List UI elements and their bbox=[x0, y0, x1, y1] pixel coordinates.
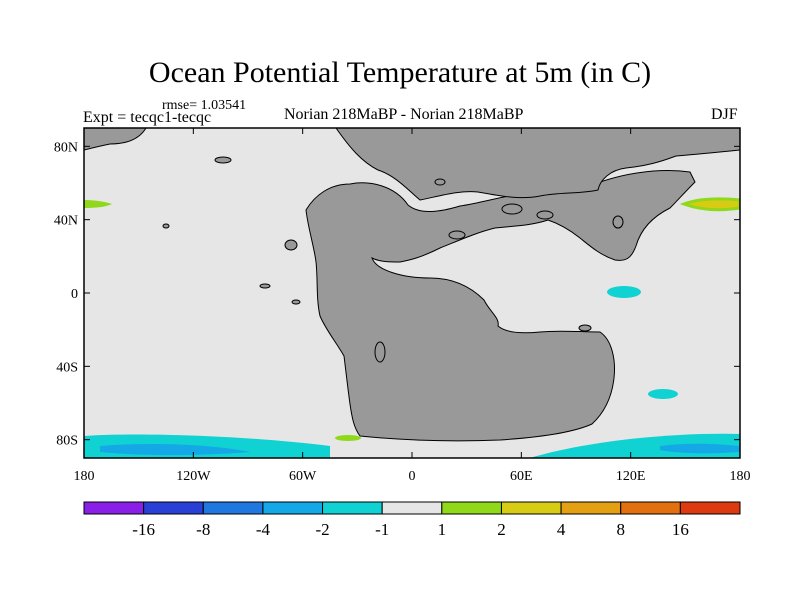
colorbar-swatch bbox=[620, 501, 681, 515]
lon-tick-label: 120E bbox=[616, 469, 646, 484]
colorbar-label: 4 bbox=[557, 520, 566, 539]
colorbar-swatch bbox=[143, 501, 204, 515]
season-label: DJF bbox=[711, 106, 738, 123]
lat-tick-label: 80S bbox=[56, 434, 78, 449]
island bbox=[374, 341, 386, 363]
lat-tick-label: 40N bbox=[54, 214, 78, 229]
colorbar-label: 1 bbox=[438, 520, 447, 539]
green-patch-south bbox=[335, 435, 361, 441]
lat-tick-label: 80N bbox=[54, 140, 78, 155]
comparison-label: Norian 218MaBP - Norian 218MaBP bbox=[284, 106, 524, 123]
rmse-label: rmse= 1.03541 bbox=[162, 98, 247, 113]
island bbox=[259, 283, 271, 289]
colorbar-label: -4 bbox=[256, 520, 271, 539]
experiment-label: Expt = tecqc1-tecqc bbox=[83, 109, 212, 126]
colorbar-label: 16 bbox=[672, 520, 689, 539]
island bbox=[578, 324, 592, 332]
island bbox=[448, 230, 466, 240]
yellow-patch-east bbox=[679, 197, 740, 212]
green-patch-west bbox=[84, 200, 112, 208]
colorbar-label: 8 bbox=[616, 520, 625, 539]
colorbar-swatch bbox=[262, 501, 324, 515]
lon-tick-label: 60E bbox=[510, 469, 533, 484]
colorbar-swatch bbox=[83, 501, 145, 515]
northwest-landmass bbox=[84, 128, 147, 151]
island bbox=[162, 223, 170, 229]
island bbox=[214, 156, 232, 164]
colorbar-swatch bbox=[560, 501, 622, 515]
lon-tick-label: 180 bbox=[74, 469, 95, 484]
colorbar: -16 -8 -4 -2 -1 1 2 4 8 16 bbox=[83, 501, 741, 539]
colorbar-swatch bbox=[202, 501, 264, 515]
latitude-axis: 80N 40N 0 40S 80S bbox=[54, 140, 740, 449]
island bbox=[291, 299, 301, 305]
island bbox=[501, 203, 523, 215]
cyan-patch-south bbox=[648, 389, 678, 399]
island bbox=[612, 215, 624, 229]
colorbar-label: -2 bbox=[315, 520, 329, 539]
southern-blue-patch-east bbox=[660, 443, 740, 454]
island bbox=[536, 210, 554, 220]
colorbar-swatch bbox=[322, 501, 383, 515]
lon-tick-label: 120W bbox=[176, 469, 211, 484]
colorbar-swatch bbox=[679, 501, 741, 515]
longitude-axis: 180 120W 60W 0 60E 120E 180 bbox=[74, 128, 751, 484]
lon-tick-label: 180 bbox=[730, 469, 751, 484]
colorbar-swatch bbox=[441, 501, 502, 515]
plot-title: Ocean Potential Temperature at 5m (in C) bbox=[148, 56, 652, 89]
colorbar-label: -1 bbox=[375, 520, 389, 539]
island bbox=[434, 178, 446, 186]
lon-tick-label: 60W bbox=[289, 469, 317, 484]
lat-tick-label: 40S bbox=[56, 360, 78, 375]
island bbox=[284, 239, 298, 251]
colorbar-swatch bbox=[500, 501, 562, 515]
lon-tick-label: 0 bbox=[409, 469, 416, 484]
colorbar-label: 2 bbox=[497, 520, 506, 539]
colorbar-label: -16 bbox=[132, 520, 155, 539]
colorbar-label: -8 bbox=[196, 520, 210, 539]
colorbar-swatch bbox=[381, 501, 443, 515]
cyan-patch-equator bbox=[607, 286, 641, 298]
southern-blue-patch bbox=[100, 444, 250, 455]
lat-tick-label: 0 bbox=[71, 287, 78, 302]
